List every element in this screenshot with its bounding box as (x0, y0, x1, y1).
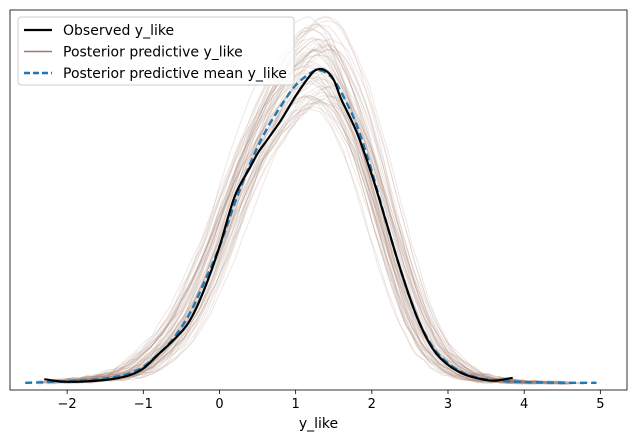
x-tick-label: 5 (596, 397, 604, 412)
posterior-mean-line (25, 68, 597, 384)
posterior-draw-line (48, 43, 567, 385)
posterior-draw-line (69, 29, 552, 385)
legend-box (17, 16, 295, 86)
legend-label-posterior-mean: Posterior predictive mean y_like (63, 66, 287, 82)
posterior-draw-line (72, 72, 549, 385)
posterior-draw-line (43, 69, 519, 384)
x-tick-label: 2 (368, 397, 376, 412)
observed-line (44, 67, 513, 383)
x-tick-label: −1 (134, 397, 153, 412)
posterior-draw-line (37, 37, 581, 385)
posterior-draw-line (66, 85, 537, 385)
posterior-draw-line (55, 79, 574, 385)
posterior-draw-line (58, 84, 590, 385)
posterior-draw-line (70, 72, 535, 385)
posterior-draw-line (72, 98, 543, 384)
x-tick-label: 4 (520, 397, 528, 412)
posterior-draw-line (54, 22, 567, 385)
posterior-draw-line (64, 48, 564, 385)
posterior-draw-line (59, 38, 572, 384)
x-axis-label: y_like (299, 416, 338, 432)
x-tick-label: 0 (215, 397, 223, 412)
posterior-draw-line (45, 96, 558, 385)
posterior-draw-line (56, 79, 527, 383)
legend: Observed y_like Posterior predictive y_l… (17, 16, 295, 86)
posterior-draw-line (63, 83, 570, 385)
posterior-draw-line (65, 95, 560, 385)
x-tick-label: 1 (292, 397, 300, 412)
posterior-draw-line (51, 100, 583, 385)
posterior-draw-line (50, 98, 533, 382)
posterior-draw-line (61, 91, 574, 385)
posterior-draw-line (39, 106, 540, 385)
posterior-draw-line (39, 63, 552, 385)
main-series-group (25, 67, 597, 384)
x-axis: −2 −1 0 1 2 3 4 5 (58, 390, 604, 412)
posterior-draw-line (73, 15, 532, 384)
posterior-draw-line (71, 16, 542, 385)
posterior-draw-line (54, 95, 549, 384)
posterior-draw-line (73, 102, 543, 384)
posterior-draw-line (67, 23, 544, 385)
posterior-draw-line (39, 96, 522, 383)
posterior-draw-line (68, 102, 545, 384)
posterior-draw-line (52, 48, 584, 385)
posterior-draw-line (52, 76, 547, 385)
x-tick-label: 3 (444, 397, 452, 412)
legend-label-posterior-predictive: Posterior predictive y_like (63, 45, 243, 61)
posterior-draw-line (68, 44, 526, 384)
posterior-draw-line (72, 65, 518, 383)
posterior-draw-line (71, 75, 529, 384)
posterior-draw-line (67, 46, 568, 385)
posterior-draw-line (64, 106, 589, 386)
posterior-draw-line (38, 38, 564, 385)
posterior-draw-line (47, 45, 547, 384)
posterior-draw-line (45, 77, 527, 383)
legend-label-observed: Observed y_like (63, 23, 174, 39)
posterior-draw-line (37, 86, 526, 383)
posterior-draw-line (71, 49, 572, 385)
posterior-draw-line (69, 66, 551, 384)
posterior-draw-line (68, 63, 532, 385)
plot-frame (9, 9, 628, 391)
posterior-draw-line (68, 95, 563, 385)
posterior-draw-line (67, 17, 525, 382)
posterior-draw-line (67, 69, 549, 385)
x-tick-label: −2 (58, 397, 77, 412)
